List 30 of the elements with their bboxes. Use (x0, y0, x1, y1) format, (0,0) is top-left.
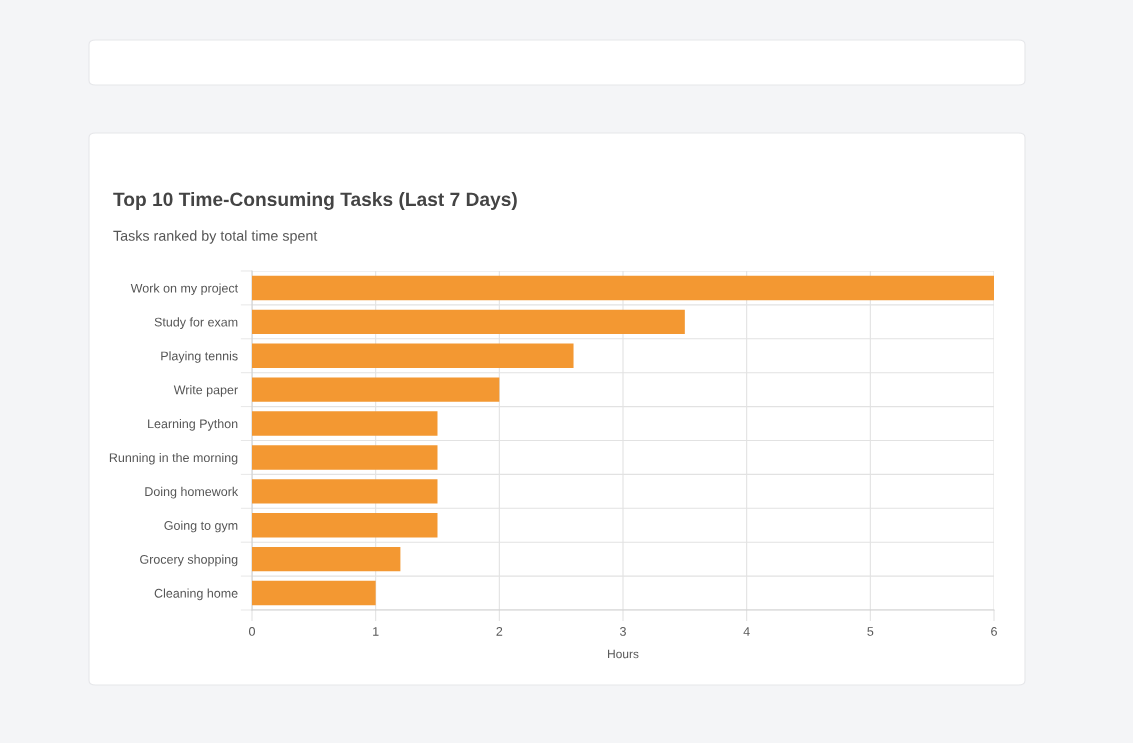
x-tick-label: 5 (867, 627, 874, 636)
bar (252, 546, 401, 572)
y-tick-label: Work on my project (130, 283, 239, 296)
y-tick-label: Grocery shopping (140, 554, 238, 567)
y-tick-label: Going to gym (164, 520, 238, 533)
x-tick-label: 6 (991, 627, 997, 636)
bar (252, 377, 500, 402)
bar (252, 309, 685, 335)
x-tick-label: 2 (496, 627, 503, 636)
x-tick-label: 4 (743, 627, 750, 636)
y-tick-label: Doing homework (145, 486, 239, 499)
x-tick-label: 0 (249, 627, 255, 636)
x-tick-label: 1 (373, 627, 379, 636)
x-axis-title: Hours (608, 649, 639, 659)
chart-subtitle: Tasks ranked by total time spent (113, 230, 318, 244)
y-tick-label: Study for exam (154, 317, 238, 329)
y-tick-label: Learning Python (148, 419, 238, 431)
y-tick-label: Write paper (173, 385, 238, 397)
bar (252, 479, 438, 504)
chart-title: Top 10 Time-Consuming Tasks (Last 7 Days) (113, 192, 517, 210)
bar (252, 445, 438, 470)
bar (252, 411, 438, 436)
bar (252, 275, 994, 301)
y-tick-label: Cleaning home (154, 588, 238, 601)
y-tick-label: Playing tennis (161, 351, 238, 363)
bar (252, 343, 574, 368)
bar (252, 513, 438, 538)
bar (252, 580, 376, 606)
x-tick-label: 3 (620, 627, 626, 636)
y-tick-label: Running in the morning (109, 452, 238, 465)
